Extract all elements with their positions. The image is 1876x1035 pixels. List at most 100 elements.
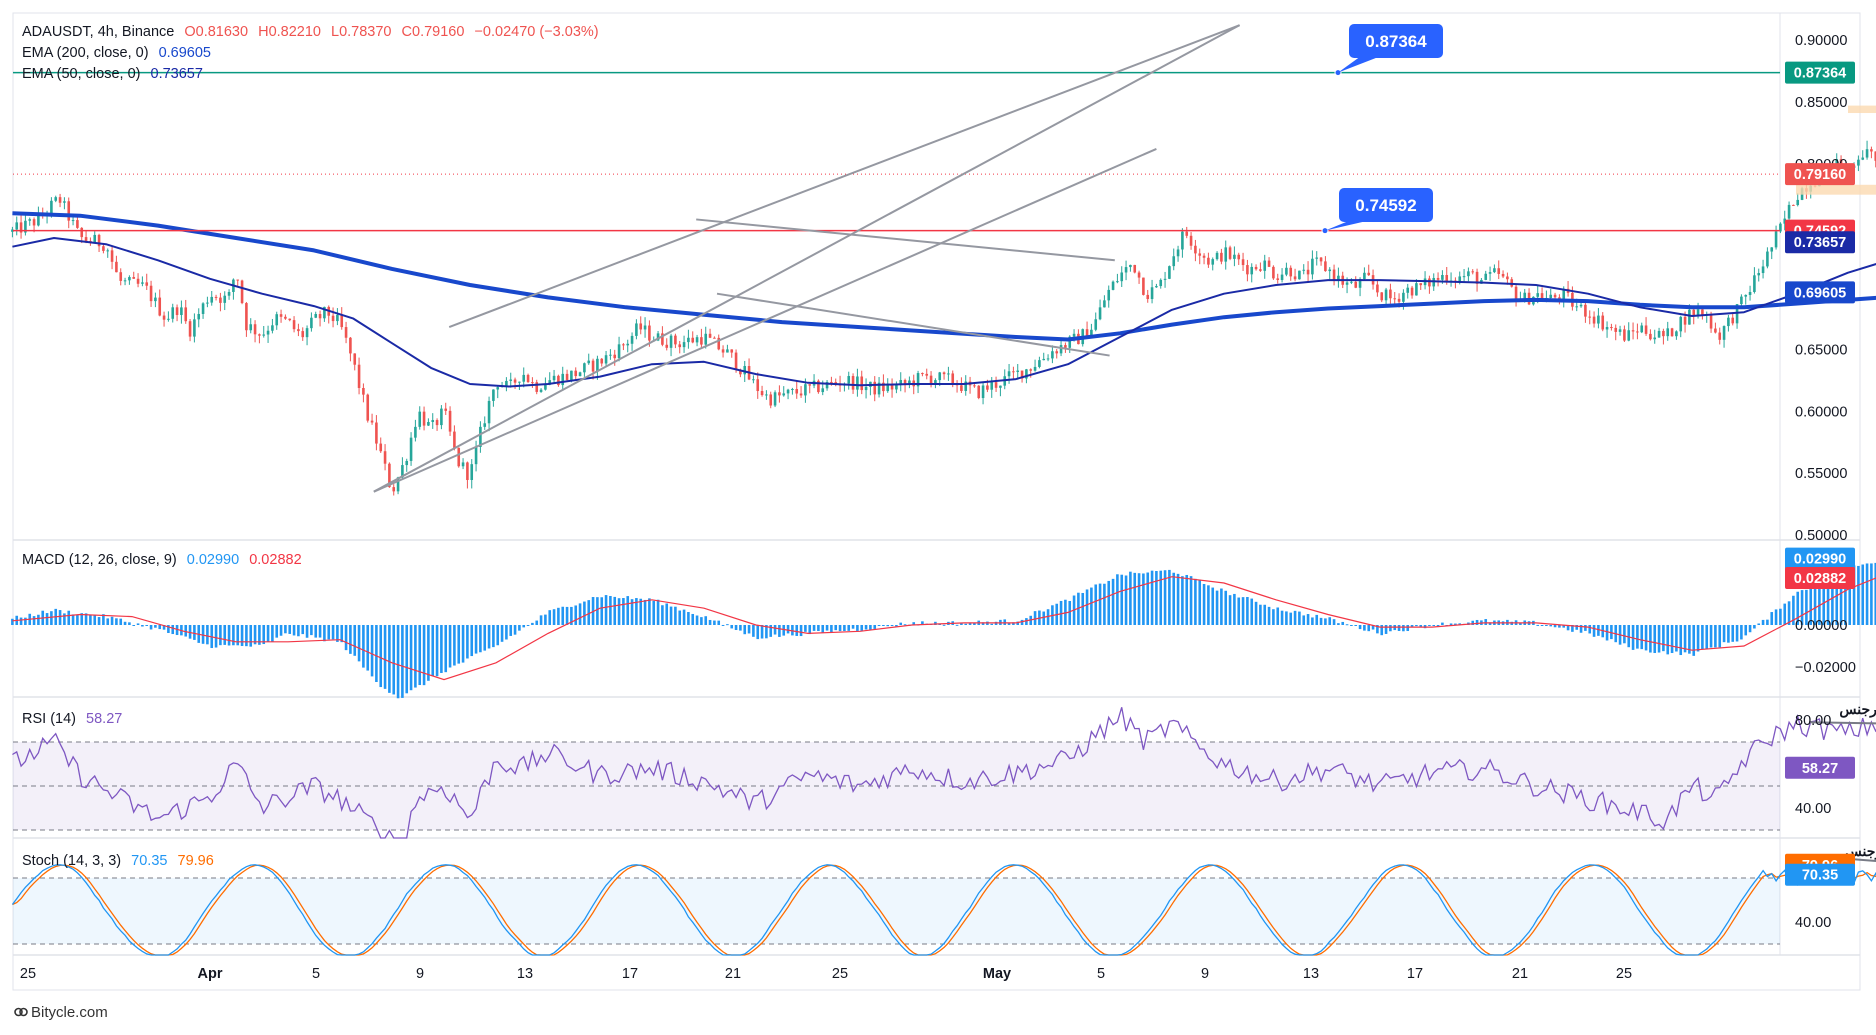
candle-body [1293, 276, 1297, 280]
candle-body [617, 344, 621, 359]
macd-bar [1319, 617, 1323, 625]
rsi-line [12, 707, 1876, 839]
channel-lower-line [373, 147, 1157, 493]
candle-body [730, 349, 734, 353]
macd-bar [1605, 625, 1609, 641]
candle-body [1493, 268, 1496, 273]
macd-bar [942, 624, 946, 626]
macd-bar [847, 625, 851, 631]
macd-bar [1358, 625, 1362, 630]
macd-bar [1324, 618, 1327, 625]
candle-body [1467, 271, 1470, 277]
candle-body [1631, 330, 1635, 332]
macd-bar [483, 625, 487, 651]
candle-body [518, 381, 521, 383]
macd-bar [548, 610, 552, 625]
macd-bar [1168, 569, 1171, 625]
candle-body [1207, 257, 1210, 265]
macd-bar [1124, 575, 1128, 625]
candle-body [1618, 329, 1622, 332]
macd-pane [11, 562, 1876, 699]
candle-body [860, 376, 864, 391]
candle-body [600, 358, 604, 364]
candle-body [1051, 351, 1054, 359]
candle-body [509, 379, 513, 381]
candle-body [921, 373, 924, 375]
macd-bar [1042, 611, 1046, 625]
time-axis-label: 13 [1303, 966, 1319, 982]
candle-body [1766, 251, 1769, 267]
candle-body [1289, 267, 1293, 277]
candle-body [258, 334, 261, 336]
macd-bar [414, 625, 417, 688]
candle-body [1397, 298, 1401, 302]
candle-body [925, 373, 929, 376]
macd-bar [1623, 625, 1626, 644]
candle-body [713, 337, 716, 339]
candle-body [1020, 370, 1024, 379]
macd-bar [227, 625, 231, 646]
macd-bar [817, 625, 820, 632]
macd-bar [1558, 625, 1561, 628]
macd-bar [860, 625, 864, 631]
macd-bar [1328, 617, 1332, 625]
candle-body [357, 364, 361, 388]
macd-bar [678, 610, 682, 625]
candle-body [739, 369, 742, 375]
candle-body [687, 337, 690, 343]
macd-bar [1848, 566, 1852, 625]
candle-body [141, 282, 144, 284]
macd-bar [1731, 625, 1735, 642]
candle-body [71, 220, 75, 222]
time-axis-label: 21 [725, 966, 741, 982]
macd-bar [682, 609, 686, 625]
macd-bar [1562, 625, 1566, 628]
macd-bar [11, 618, 14, 625]
macd-bar [63, 613, 66, 625]
macd-bar [500, 625, 504, 642]
stoch-d-value: 79.96 [177, 853, 214, 869]
candle-body [674, 335, 677, 345]
candle-body [1506, 276, 1509, 280]
candle-body [1354, 281, 1358, 288]
ohlc-close: C0.79160 [401, 24, 465, 40]
candle-body [1562, 288, 1566, 300]
macd-bar [1657, 625, 1661, 653]
candle-body [1202, 255, 1206, 258]
candle-body [552, 375, 556, 381]
candle-body [1029, 369, 1033, 371]
candle-body [851, 376, 855, 390]
candle-body [1761, 266, 1765, 274]
macd-bar [1198, 579, 1202, 625]
candle-body [1779, 223, 1782, 232]
macd-bar [765, 625, 768, 639]
macd-bar [1059, 600, 1063, 625]
price-tag-bg [1785, 61, 1855, 84]
candle-body [786, 389, 790, 394]
macd-bar [856, 625, 859, 631]
macd-bar [1627, 625, 1631, 648]
macd-bar [539, 615, 543, 625]
macd-bar [466, 625, 469, 659]
macd-value: 0.02990 [186, 552, 240, 568]
candle-body [908, 380, 911, 384]
macd-bar [102, 614, 105, 625]
macd-bar [1488, 622, 1492, 625]
macd-bar [838, 625, 842, 632]
candle-body [903, 379, 907, 384]
macd-bar [1367, 625, 1371, 632]
macd-bar [392, 625, 396, 695]
candle-body [565, 373, 569, 380]
macd-bar [1796, 591, 1800, 625]
macd-bar [886, 625, 890, 627]
candle-body [336, 314, 339, 322]
time-axis-label: 9 [416, 966, 424, 982]
candle-body [877, 382, 881, 395]
candle-body [1722, 326, 1726, 340]
price-tick-label: 0.55000 [1795, 466, 1847, 482]
macd-bar [869, 625, 872, 630]
candle-body [1038, 360, 1041, 367]
macd-bar [739, 625, 742, 631]
macd-bar [526, 624, 530, 626]
